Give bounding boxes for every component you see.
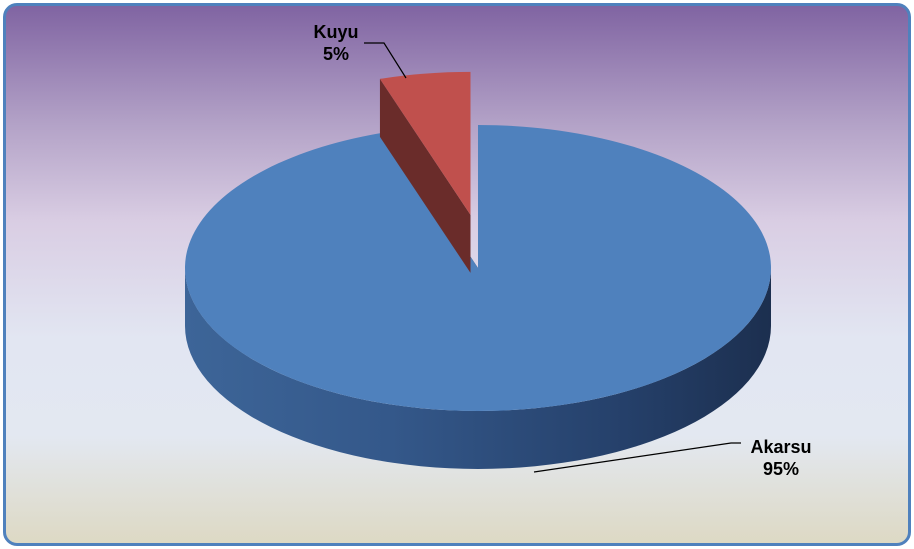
pie-slice-kuyu-top xyxy=(379,71,471,215)
slice-label-akarsu-name: Akarsu xyxy=(750,437,812,457)
slice-label-kuyu-value: 5% xyxy=(322,44,349,64)
pie-slice-akarsu xyxy=(185,125,772,469)
slice-label-akarsu: Akarsu 95% xyxy=(736,436,826,480)
leader-line-akarsu xyxy=(533,442,741,473)
pie-slice-kuyu xyxy=(379,71,471,273)
leader-line-kuyu xyxy=(364,42,407,79)
slice-label-kuyu-name: Kuyu xyxy=(313,22,359,42)
chart-frame: Kuyu 5% Akarsu 95% xyxy=(3,3,911,546)
pie-slice-akarsu-top xyxy=(185,125,772,412)
pie-slice-akarsu-side xyxy=(185,268,771,469)
slice-label-akarsu-value: 95% xyxy=(762,459,800,479)
pie-slice-kuyu-cut-face xyxy=(379,78,471,273)
pie-chart xyxy=(185,42,772,473)
slice-label-kuyu: Kuyu 5% xyxy=(306,21,366,65)
